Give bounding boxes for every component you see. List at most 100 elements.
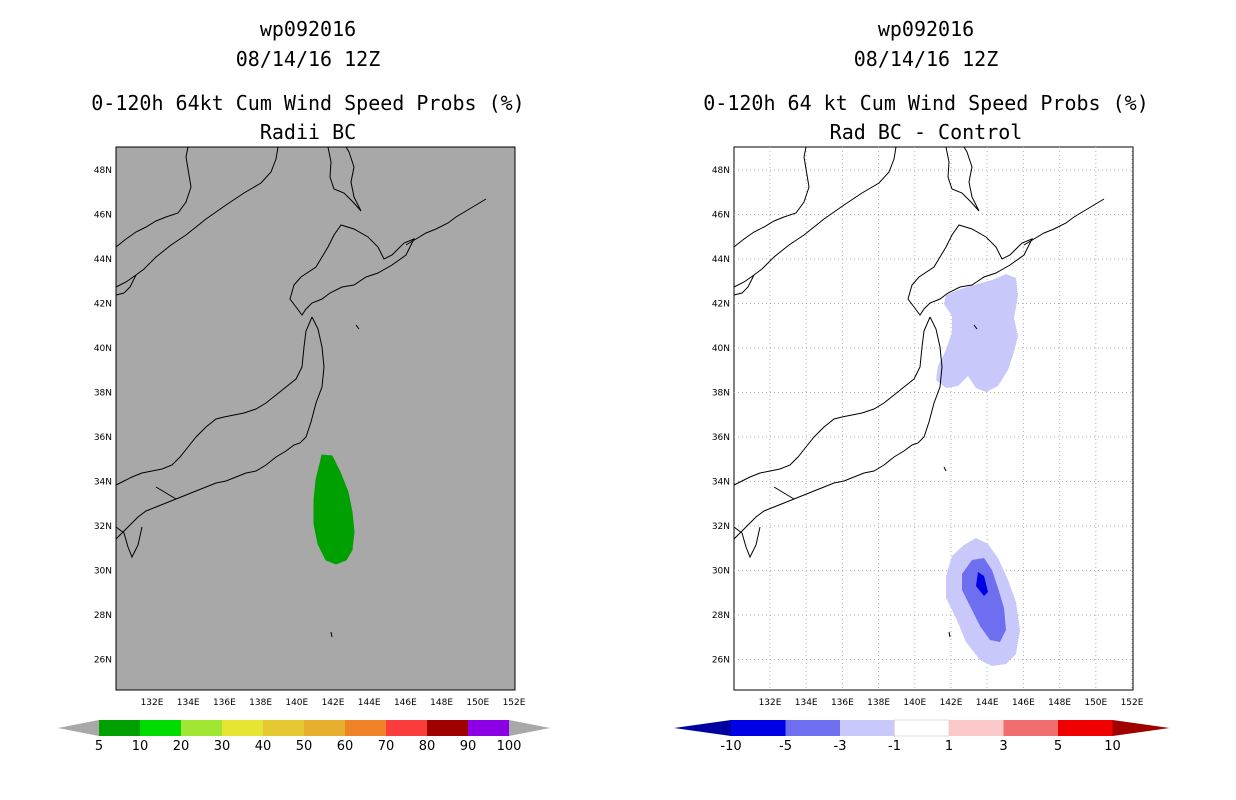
colorbar-label: 50 [296, 739, 313, 754]
colorbar-arrow-low [58, 720, 99, 736]
colorbar-box [894, 719, 950, 737]
colorbar-label: -3 [834, 739, 847, 754]
colorbar-label: 20 [173, 739, 190, 754]
right-colorbar: -10 -5 -3 -1 1 3 5 10 [674, 719, 1170, 754]
lon-label: 132E [141, 698, 164, 708]
left-map: 48N 46N 44N 42N 40N 38N 36N 34N 32N 30N 28N 26N 132… [94, 146, 526, 708]
lon-label: 144E [358, 698, 381, 708]
lon-label: 148E [430, 698, 453, 708]
colorbar-box [140, 720, 181, 736]
colorbar-box [1058, 720, 1113, 736]
left-map-frame [115, 146, 516, 691]
colorbar-box [1003, 720, 1058, 736]
lon-label: 138E [249, 698, 272, 708]
lat-label: 30N [94, 567, 112, 577]
lat-label: 32N [94, 522, 112, 532]
lat-label: 48N [712, 166, 730, 176]
colorbar-label: 30 [214, 739, 231, 754]
lat-label: 38N [712, 389, 730, 399]
colorbar-box [263, 720, 304, 736]
colorbar-arrow-high [509, 720, 550, 736]
left-lat-labels: 48N 46N 44N 42N 40N 38N 36N 34N 32N 30N 28N 26N [94, 166, 112, 666]
colorbar-box [386, 720, 427, 736]
colorbar-box [785, 720, 840, 736]
colorbar-box [99, 720, 140, 736]
lon-label: 140E [903, 698, 926, 708]
colorbar-arrow-low [674, 720, 731, 736]
left-probability-region [313, 454, 355, 565]
lat-label: 30N [712, 567, 730, 577]
colorbar-label: -5 [779, 739, 792, 754]
lat-label: 28N [94, 611, 112, 621]
lon-label: 140E [285, 698, 308, 708]
lon-label: 132E [759, 698, 782, 708]
lon-label: 152E [1121, 698, 1144, 708]
colorbar-box [222, 720, 263, 736]
right-map-frame [733, 146, 1134, 691]
colorbar-box [345, 720, 386, 736]
left-colorbar: 5 10 20 30 40 50 60 70 80 90 100 [58, 720, 550, 754]
colorbar-label: 100 [497, 739, 522, 754]
colorbar-label: 40 [255, 739, 272, 754]
colorbar-box [181, 720, 222, 736]
lat-label: 28N [712, 611, 730, 621]
colorbar-box [840, 720, 895, 736]
right-title-storm-id: wp092016 [877, 17, 975, 41]
right-negative-region-south-core [976, 572, 988, 596]
colorbar-label: 60 [337, 739, 354, 754]
colorbar-label: 5 [1054, 739, 1062, 754]
lat-label: 44N [94, 255, 112, 265]
left-title-product: 0-120h 64kt Cum Wind Speed Probs (%) [91, 91, 525, 115]
lat-label: 44N [712, 255, 730, 265]
left-lon-labels: 132E 134E 136E 138E 140E 142E 144E 146E 148E 150E… [141, 698, 526, 708]
colorbar-label: -10 [720, 739, 741, 754]
lon-label: 152E [503, 698, 526, 708]
colorbar-label: 1 [945, 739, 953, 754]
lon-label: 144E [976, 698, 999, 708]
lon-label: 134E [177, 698, 200, 708]
colorbar-box [427, 720, 468, 736]
lat-label: 40N [712, 344, 730, 354]
lon-label: 150E [1084, 698, 1107, 708]
colorbar-box [949, 720, 1004, 736]
right-title-date: 08/14/16 12Z [853, 47, 999, 71]
lat-label: 46N [94, 211, 112, 221]
colorbar-arrow-high [1112, 720, 1170, 736]
left-title-storm-id: wp092016 [259, 17, 357, 41]
colorbar-label: 90 [460, 739, 477, 754]
lat-label: 38N [94, 389, 112, 399]
lon-label: 134E [795, 698, 818, 708]
lat-label: 36N [712, 433, 730, 443]
right-lat-labels: 48N 46N 44N 42N 40N 38N 36N 34N 32N 30N 28N 26N [712, 166, 730, 666]
lon-label: 136E [213, 698, 236, 708]
right-title-subtitle: Rad BC - Control [829, 120, 1023, 144]
right-map: 48N 46N 44N 42N 40N 38N 36N 34N 32N 30N 28N 26N 132… [712, 146, 1144, 708]
lat-label: 26N [712, 656, 730, 666]
lat-label: 42N [712, 300, 730, 310]
left-title-date: 08/14/16 12Z [235, 47, 381, 71]
lat-label: 46N [712, 211, 730, 221]
lat-label: 26N [94, 656, 112, 666]
lat-label: 34N [712, 478, 730, 488]
right-negative-region-south-mid [962, 558, 1006, 642]
lat-label: 34N [94, 478, 112, 488]
lon-label: 146E [394, 698, 417, 708]
colorbar-label: 10 [1104, 739, 1121, 754]
colorbar-label: 80 [419, 739, 436, 754]
lon-label: 150E [466, 698, 489, 708]
lat-label: 48N [94, 166, 112, 176]
right-lon-labels: 132E 134E 136E 138E 140E 142E 144E 146E 148E 150E… [759, 698, 1144, 708]
colorbar-label: 10 [132, 739, 149, 754]
lat-label: 32N [712, 522, 730, 532]
lon-label: 146E [1012, 698, 1035, 708]
lon-label: 148E [1048, 698, 1071, 708]
right-title-product: 0-120h 64 kt Cum Wind Speed Probs (%) [703, 91, 1149, 115]
lon-label: 142E [940, 698, 963, 708]
colorbar-label: -1 [888, 739, 901, 754]
lat-label: 36N [94, 433, 112, 443]
lon-label: 142E [322, 698, 345, 708]
colorbar-box [468, 720, 509, 736]
colorbar-label: 5 [95, 739, 103, 754]
colorbar-box [731, 720, 786, 736]
lon-label: 136E [831, 698, 854, 708]
